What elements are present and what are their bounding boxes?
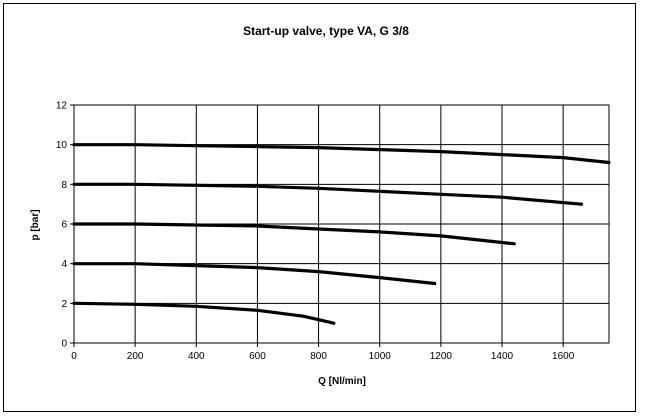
series-lines — [72, 143, 611, 325]
chart-title: Start-up valve, type VA, G 3/8 — [243, 24, 409, 38]
x-tick-label: 1000 — [369, 351, 392, 362]
series-line-4 — [72, 262, 437, 286]
y-axis-label: p [bar] — [30, 209, 41, 240]
series-line-2 — [72, 182, 584, 206]
x-tick-label: 400 — [188, 351, 205, 362]
series-line-3 — [72, 222, 516, 246]
y-tick-label: 8 — [61, 180, 67, 191]
y-tick-label: 6 — [61, 220, 67, 231]
y-tick-label: 2 — [61, 299, 67, 310]
x-tick-label: 1600 — [552, 351, 575, 362]
x-tick-label: 1400 — [491, 351, 514, 362]
x-tick-label: 1200 — [430, 351, 453, 362]
x-tick-label: 200 — [127, 351, 144, 362]
tick-labels: 0 2 4 6 8 10 12 0 200 400 600 800 1000 1200 1400 1600 — [56, 101, 575, 363]
y-tick-label: 4 — [61, 259, 67, 270]
series-line-5 — [72, 301, 336, 325]
x-axis-label: Q [Nl/min] — [318, 376, 366, 387]
x-tick-label: 600 — [249, 351, 266, 362]
x-tick-label: 800 — [310, 351, 327, 362]
x-tick-label: 0 — [71, 351, 77, 362]
series-line-1 — [72, 143, 611, 165]
y-tick-label: 12 — [56, 101, 68, 112]
y-tick-label: 0 — [61, 339, 67, 350]
y-tick-label: 10 — [56, 140, 68, 151]
